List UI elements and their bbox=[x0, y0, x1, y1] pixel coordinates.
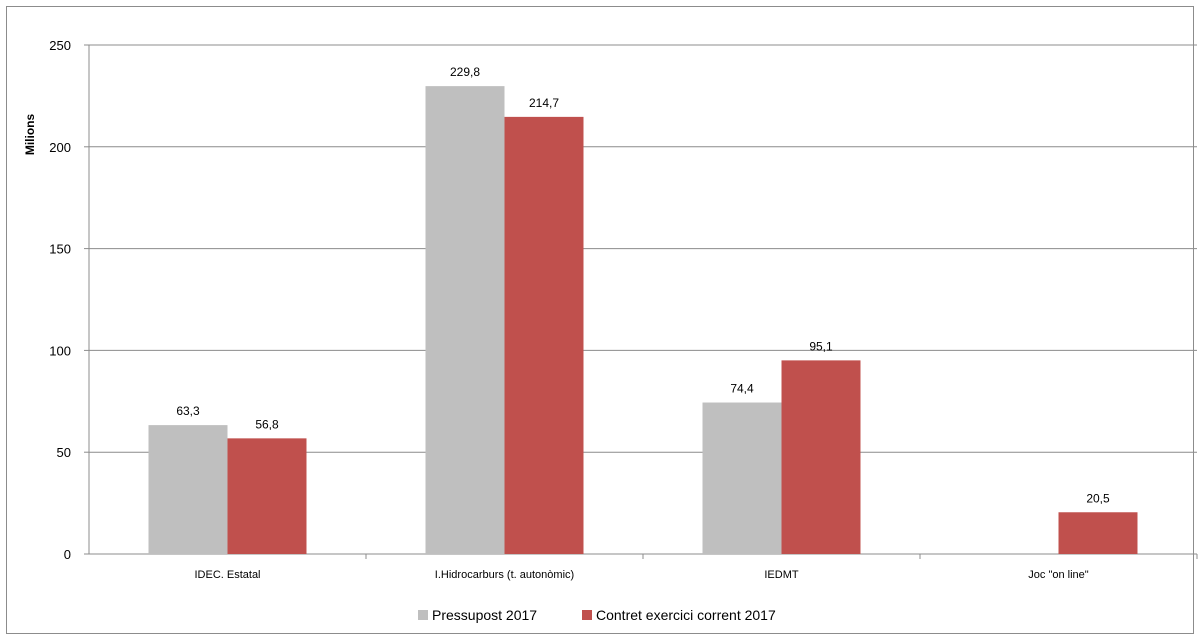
y-tick-label: 200 bbox=[49, 140, 71, 155]
data-label: 74,4 bbox=[730, 382, 754, 396]
legend-label: Pressupost 2017 bbox=[432, 607, 537, 623]
data-label: 214,7 bbox=[529, 96, 559, 110]
legend-label: Contret exercici corrent 2017 bbox=[596, 607, 776, 623]
data-label: 229,8 bbox=[450, 65, 480, 79]
bar bbox=[1058, 512, 1138, 554]
y-tick-label: 150 bbox=[49, 242, 71, 257]
data-label: 20,5 bbox=[1086, 491, 1110, 505]
x-category-label: IDEC. Estatal bbox=[194, 569, 260, 581]
bar bbox=[227, 438, 307, 554]
y-tick-label: 100 bbox=[49, 343, 71, 358]
y-axis-title: Milions bbox=[23, 114, 37, 156]
bar bbox=[504, 116, 584, 555]
bar bbox=[148, 425, 228, 554]
x-category-label: IEDMT bbox=[764, 569, 799, 581]
bar bbox=[702, 402, 782, 554]
legend-swatch bbox=[418, 610, 428, 620]
y-tick-label: 0 bbox=[64, 547, 71, 562]
data-label: 56,8 bbox=[255, 417, 279, 431]
bar bbox=[781, 360, 861, 554]
x-category-label: Joc "on line" bbox=[1028, 569, 1088, 581]
y-tick-label: 50 bbox=[57, 445, 71, 460]
bar bbox=[425, 86, 505, 554]
legend-swatch bbox=[582, 610, 592, 620]
data-label: 95,1 bbox=[809, 339, 833, 353]
data-label: 63,3 bbox=[176, 404, 200, 418]
y-tick-label: 250 bbox=[49, 38, 71, 53]
x-category-label: I.Hidrocarburs (t. autonòmic) bbox=[435, 569, 574, 581]
